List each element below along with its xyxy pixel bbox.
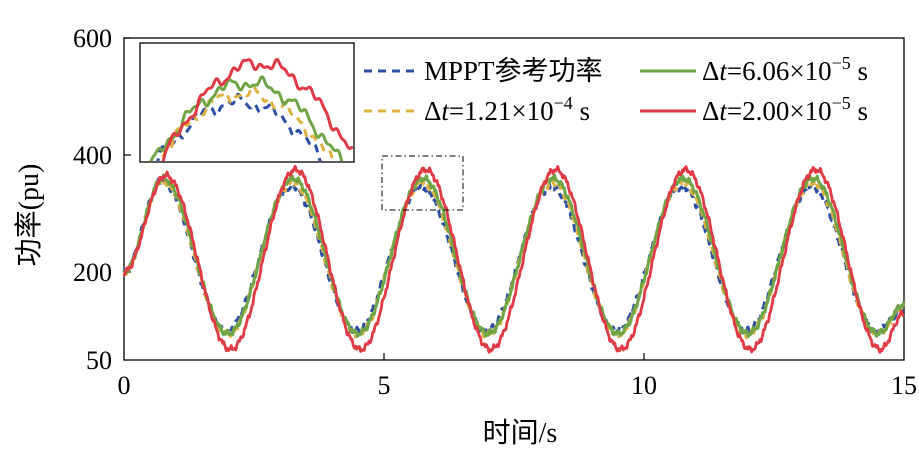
zoom-region-box: [381, 155, 464, 211]
y-axis-title: 功率(pu): [13, 164, 45, 267]
x-tick-label: 0: [118, 371, 131, 400]
inset-series-line-0: [156, 92, 322, 161]
series-line-1: [122, 173, 906, 338]
series-line-3: [122, 164, 905, 354]
legend-label-dt1: Δt=6.06×10−5 s: [702, 53, 868, 86]
x-tick-label: 15: [891, 371, 917, 400]
series-line-0: [122, 177, 905, 335]
y-tick-label: 400: [73, 141, 112, 170]
legend-label-mppt: MPPT参考功率: [424, 56, 603, 86]
x-tick-label: 10: [631, 371, 657, 400]
y-axis: 600 400 200 50: [73, 24, 131, 375]
legend: MPPT参考功率 Δt=6.06×10−5 s Δt=1.21×10−4 s Δ…: [364, 53, 868, 126]
series-lines: [122, 164, 906, 354]
x-tick-label: 5: [378, 371, 391, 400]
y-tick-label: 200: [73, 258, 112, 287]
plot-frame: [123, 37, 905, 361]
y-tick-label: 600: [73, 24, 112, 53]
x-axis: 0 5 10 15: [118, 353, 917, 400]
inset-series-line-3: [161, 57, 353, 161]
legend-label-dt2: Δt=1.21×10−4 s: [424, 93, 590, 126]
inset-series-lines: [149, 57, 353, 161]
x-axis-title: 时间/s: [483, 417, 558, 449]
legend-label-dt3: Δt=2.00×10−5 s: [702, 93, 868, 126]
inset-series-line-2: [157, 84, 335, 161]
y-tick-label: 50: [86, 346, 112, 375]
